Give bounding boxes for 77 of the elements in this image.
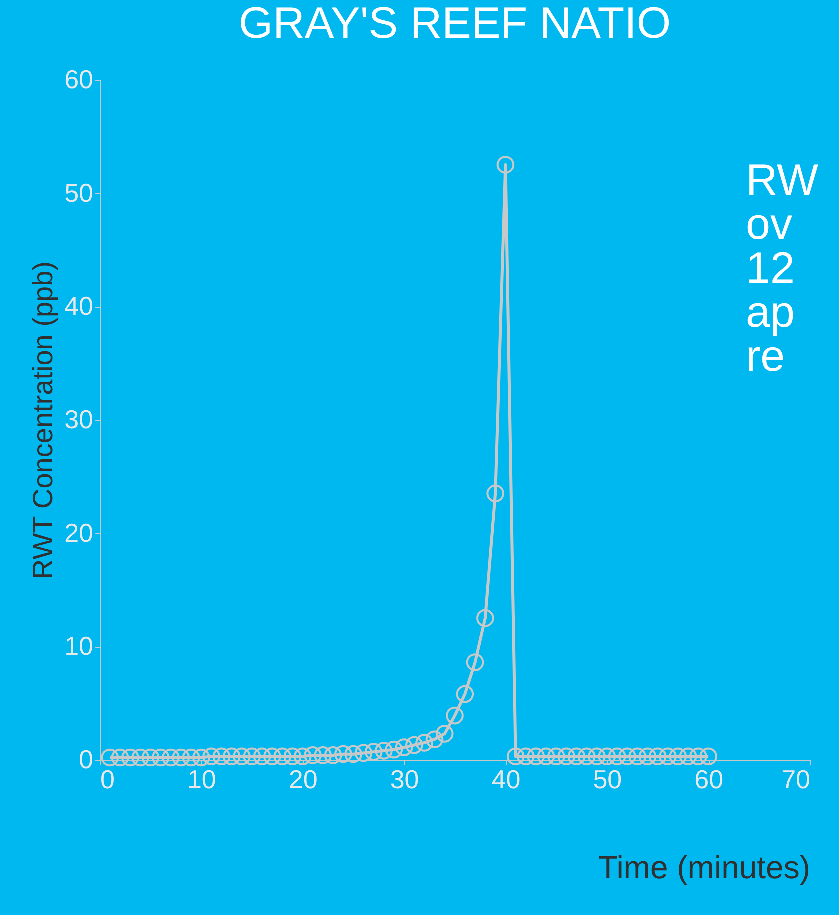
point: [172, 748, 190, 767]
point: [436, 725, 454, 743]
point: [679, 748, 698, 766]
point: [608, 748, 626, 766]
y-tick-label: 40: [64, 291, 94, 322]
point: [162, 748, 180, 767]
point: [395, 738, 414, 756]
x-tick-label: 70: [782, 764, 810, 794]
point: [182, 748, 200, 767]
point: [496, 156, 515, 174]
point: [192, 748, 210, 767]
point: [385, 740, 404, 759]
y-tick-label: 0: [79, 744, 94, 774]
point: [111, 748, 130, 767]
point: [334, 745, 352, 764]
point: [700, 748, 718, 766]
point: [527, 748, 546, 766]
point: [294, 748, 312, 766]
point: [456, 685, 474, 704]
x-tick-label: 50: [593, 764, 622, 794]
point: [274, 748, 292, 766]
x-tick-label: 10: [187, 764, 216, 794]
point: [132, 748, 150, 767]
y-axis-title: RWT Concentration (ppb): [28, 262, 59, 580]
point: [284, 748, 302, 766]
point: [304, 746, 322, 764]
x-tick-label: 30: [390, 764, 420, 794]
point: [537, 748, 556, 766]
x-tick-label: 60: [694, 764, 724, 794]
point: [344, 745, 362, 764]
point: [354, 744, 373, 762]
point: [466, 654, 484, 672]
point: [588, 748, 606, 766]
point: [517, 748, 535, 766]
y-tick-label: 20: [64, 518, 94, 548]
point: [324, 746, 342, 764]
x-axis-title: Time (minutes): [598, 850, 810, 886]
point: [406, 736, 424, 754]
point: [426, 730, 444, 748]
point: [628, 748, 646, 766]
point: [122, 748, 140, 767]
x-tick-label: 0: [100, 764, 115, 794]
point: [202, 748, 220, 766]
point: [101, 748, 120, 767]
point: [648, 748, 667, 766]
point: [486, 484, 504, 503]
point: [142, 748, 160, 767]
point: [243, 748, 262, 766]
point: [618, 748, 636, 766]
point: [375, 742, 393, 760]
point: [233, 748, 251, 766]
y-tick-label: 50: [64, 178, 94, 208]
point: [659, 748, 677, 766]
point: [669, 748, 688, 766]
x-tick-label: 40: [492, 764, 521, 794]
point: [446, 706, 464, 725]
y-tick-label: 10: [64, 631, 94, 662]
point: [152, 748, 170, 767]
point: [476, 609, 494, 628]
point: [558, 748, 576, 766]
point: [364, 743, 383, 761]
y-tick-label: 30: [64, 404, 94, 434]
x-tick-label: 20: [288, 764, 318, 794]
point: [416, 734, 434, 752]
point: [314, 746, 332, 764]
point: [548, 748, 566, 766]
point: [264, 748, 282, 766]
point: [598, 748, 616, 766]
point: [222, 748, 241, 766]
point: [212, 748, 231, 766]
point: [253, 748, 272, 766]
point: [506, 748, 525, 766]
y-tick-label: 60: [64, 64, 94, 94]
point: [568, 748, 586, 766]
point: [578, 748, 596, 766]
point: [638, 748, 657, 766]
chart-title: GRAY'S REEF NATIO: [238, 0, 672, 48]
